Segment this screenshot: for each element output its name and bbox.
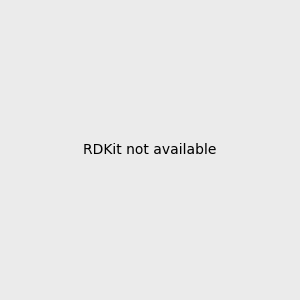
Text: RDKit not available: RDKit not available	[83, 143, 217, 157]
